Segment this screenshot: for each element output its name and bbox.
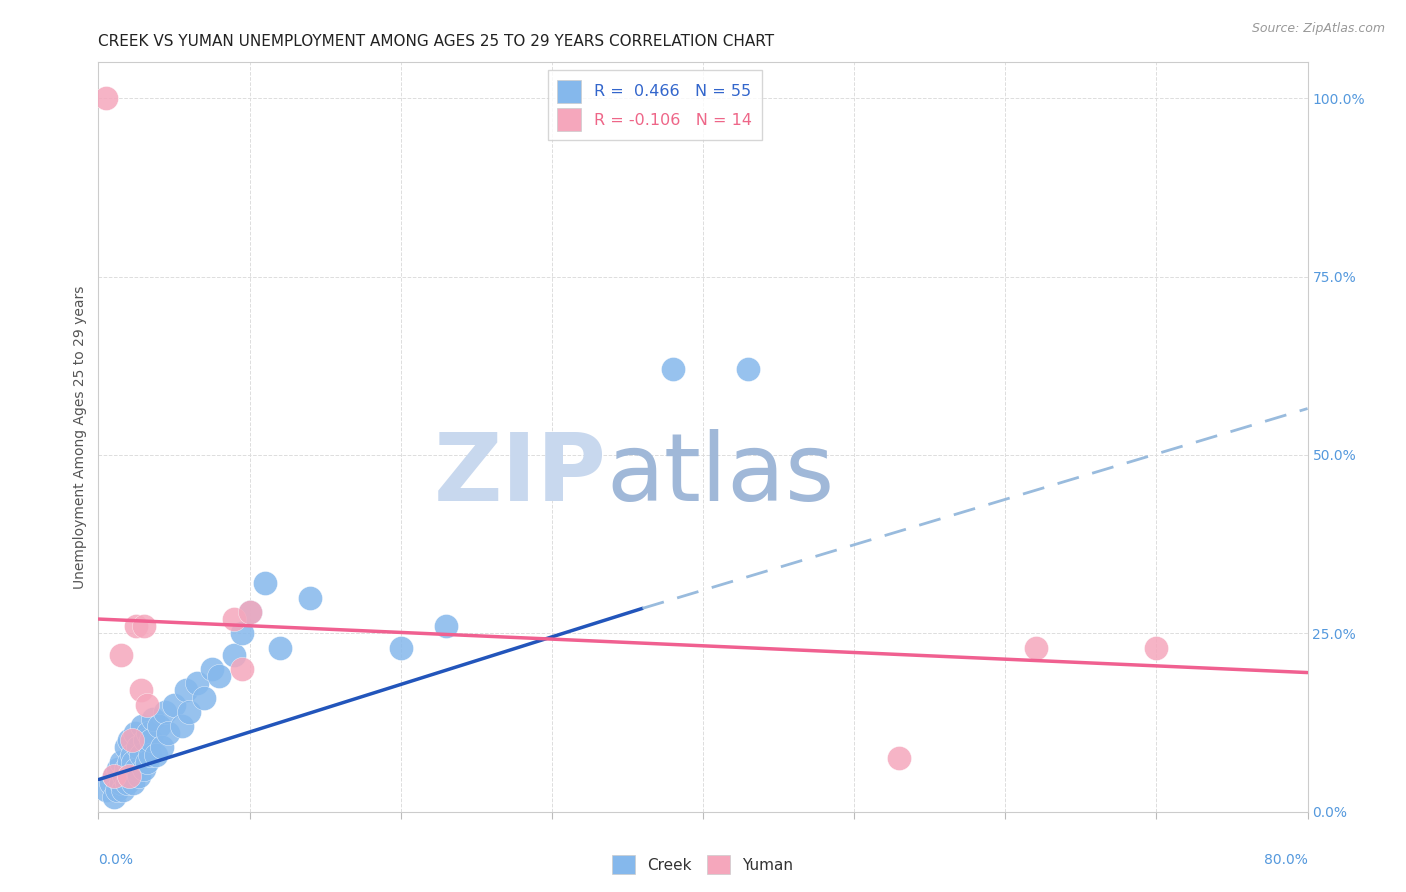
Point — [100, 776, 122, 790]
Text: 80.0%: 80.0% — [1264, 853, 1308, 867]
Point — [253, 576, 276, 591]
Point — [132, 619, 155, 633]
Text: Source: ZipAtlas.com: Source: ZipAtlas.com — [1251, 22, 1385, 36]
Y-axis label: Unemployment Among Ages 25 to 29 years: Unemployment Among Ages 25 to 29 years — [73, 285, 87, 589]
Point — [122, 755, 145, 769]
Point — [1024, 640, 1046, 655]
Point — [125, 762, 148, 776]
Point — [150, 740, 173, 755]
Text: CREEK VS YUMAN UNEMPLOYMENT AMONG AGES 25 TO 29 YEARS CORRELATION CHART: CREEK VS YUMAN UNEMPLOYMENT AMONG AGES 2… — [98, 34, 775, 49]
Point — [121, 747, 143, 762]
Point — [125, 619, 148, 633]
Point — [103, 769, 125, 783]
Point — [122, 776, 145, 790]
Point — [186, 676, 208, 690]
Point — [127, 740, 149, 755]
Point — [118, 755, 141, 769]
Point — [231, 626, 253, 640]
Point — [120, 769, 142, 783]
Point — [889, 751, 911, 765]
Point — [153, 705, 176, 719]
Point — [174, 683, 197, 698]
Point — [1144, 640, 1167, 655]
Point — [179, 705, 201, 719]
Legend: R =  0.466   N = 55, R = -0.106   N = 14: R = 0.466 N = 55, R = -0.106 N = 14 — [548, 70, 762, 140]
Point — [103, 769, 125, 783]
Point — [141, 733, 163, 747]
Point — [299, 591, 322, 605]
Point — [121, 733, 143, 747]
Point — [224, 648, 246, 662]
Point — [118, 733, 141, 747]
Point — [94, 91, 117, 105]
Text: ZIP: ZIP — [433, 428, 606, 521]
Point — [132, 762, 155, 776]
Point — [434, 619, 457, 633]
Point — [208, 669, 231, 683]
Point — [231, 662, 253, 676]
Point — [239, 605, 262, 619]
Point — [163, 698, 186, 712]
Point — [136, 726, 159, 740]
Point — [105, 783, 128, 797]
Point — [118, 769, 141, 783]
Point — [145, 747, 167, 762]
Point — [124, 726, 146, 740]
Point — [114, 740, 136, 755]
Point — [193, 690, 215, 705]
Point — [170, 719, 193, 733]
Point — [110, 648, 132, 662]
Point — [224, 612, 246, 626]
Point — [737, 362, 759, 376]
Point — [201, 662, 224, 676]
Point — [129, 747, 152, 762]
Text: atlas: atlas — [606, 428, 835, 521]
Point — [114, 762, 136, 776]
Point — [111, 783, 134, 797]
Point — [148, 719, 170, 733]
Point — [239, 605, 262, 619]
Point — [139, 747, 162, 762]
Point — [156, 726, 179, 740]
Point — [131, 719, 153, 733]
Point — [269, 640, 291, 655]
Point — [389, 640, 412, 655]
Point — [110, 755, 132, 769]
Point — [129, 683, 152, 698]
Text: 0.0%: 0.0% — [98, 853, 134, 867]
Point — [107, 762, 129, 776]
Point — [128, 769, 150, 783]
Point — [110, 776, 132, 790]
Point — [135, 698, 157, 712]
Point — [112, 769, 135, 783]
Point — [135, 755, 157, 769]
Point — [94, 783, 117, 797]
Point — [115, 776, 138, 790]
Point — [103, 790, 125, 805]
Point — [134, 733, 156, 747]
Legend: Creek, Yuman: Creek, Yuman — [606, 849, 800, 880]
Point — [142, 712, 165, 726]
Point — [661, 362, 683, 376]
